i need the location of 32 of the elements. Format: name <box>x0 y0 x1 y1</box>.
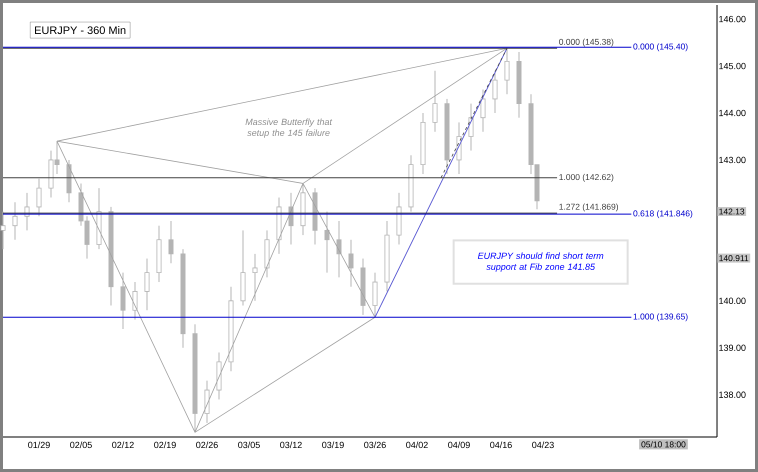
annotation: EURJPY should find short term support at Fib zone 141.85 <box>478 252 604 272</box>
x-tick-label: 04/23 <box>532 442 554 448</box>
text: 142.13 <box>719 208 744 214</box>
x-tick-label: 03/12 <box>280 442 302 448</box>
x-tick-label: 03/05 <box>238 442 260 448</box>
x-tick-label: 04/02 <box>406 442 428 448</box>
x-tick-label: 04/16 <box>490 442 512 448</box>
y-tick-label: 138.00 <box>719 392 746 398</box>
ref-line-label: 0.618 (141.846) <box>633 210 692 218</box>
ref-line-label: 1.272 (141.869) <box>559 203 618 212</box>
ref-line-label: 0.000 (145.40) <box>633 43 688 52</box>
x-tick-label: 01/29 <box>28 442 50 448</box>
ref-line-label: 1.000 (139.65) <box>634 313 688 322</box>
text: 05/10 18:00 <box>641 441 686 448</box>
ref-line-label: 1.000 (142.62) <box>559 174 614 182</box>
annotation: Massive Butterfly that setup the 145 failure <box>246 118 332 138</box>
x-tick-label: 04/09 <box>448 442 470 448</box>
x-tick-label: 02/26 <box>196 442 218 448</box>
ref-line-label: 0.000 (145.38) <box>559 38 614 47</box>
y-tick-label: 140.00 <box>719 298 746 304</box>
y-tick-label: 145.00 <box>719 62 746 70</box>
x-tick-label: 02/19 <box>154 442 176 448</box>
x-tick-label: 02/12 <box>112 442 134 448</box>
y-tick-label: 143.00 <box>719 156 746 164</box>
y-tick-label: 139.00 <box>719 344 746 351</box>
y-tick-label: 146.00 <box>719 16 746 22</box>
x-tick-label: 03/19 <box>322 442 344 448</box>
y-tick-label: 144.00 <box>719 110 746 116</box>
x-tick-label: 02/05 <box>70 442 92 448</box>
text: 140.911 <box>719 255 748 262</box>
x-tick-label: 03/26 <box>364 442 386 448</box>
text: EURJPY - 360 Min <box>35 26 126 34</box>
